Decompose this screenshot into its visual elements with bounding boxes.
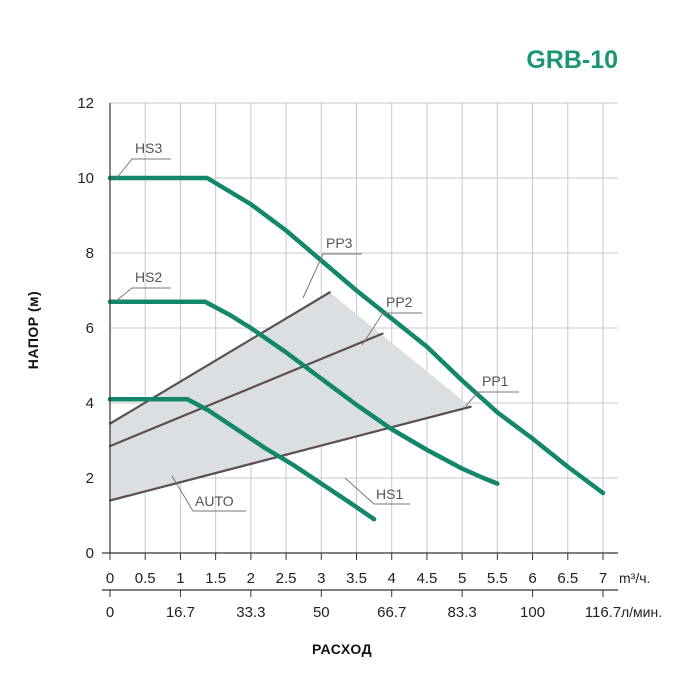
series-line-hs2 xyxy=(107,299,500,486)
series-line-pp1 xyxy=(108,405,472,502)
x-tick-label-secondary: 0 xyxy=(106,604,114,621)
curve-label-pp2: PP2 xyxy=(386,294,413,310)
label-leader-pp1 xyxy=(465,391,519,407)
y-tick-label: 6 xyxy=(86,320,94,337)
x-tick-label: 2.5 xyxy=(276,570,297,587)
x-axis-title: РАСХОД xyxy=(312,641,372,657)
label-leader-hs3 xyxy=(115,158,171,180)
series-line-hs1 xyxy=(107,397,377,522)
label-leader-pp2 xyxy=(361,312,422,346)
label-leader-hs1 xyxy=(344,477,410,505)
curve-label-hs2: HS2 xyxy=(135,269,162,285)
label-leader-auto xyxy=(171,475,246,512)
x-tick-label: 4.5 xyxy=(416,570,437,587)
auto-area xyxy=(110,292,471,501)
x-tick-label: 3 xyxy=(317,570,325,587)
y-tick-label: 0 xyxy=(86,545,94,562)
x-tick-label: 6 xyxy=(528,570,536,587)
x-tick-label: 7 xyxy=(599,570,607,587)
x-tick-label: 1.5 xyxy=(205,570,226,587)
series-line-pp3 xyxy=(108,291,331,425)
x-tick-label: 1 xyxy=(176,570,184,587)
curve-label-hs3: HS3 xyxy=(135,140,162,156)
auto-area-layer xyxy=(110,292,471,501)
x-tick-label: 5 xyxy=(458,570,466,587)
y-tick-label: 2 xyxy=(86,470,94,487)
series-line-hs3 xyxy=(107,175,606,496)
y-tick-label: 10 xyxy=(77,170,94,187)
annotation-layer: HS3 HS2 HS1 PP3 PP2 PP1 AUTO xyxy=(115,140,519,512)
x-tick-label-secondary: 83.3 xyxy=(448,604,477,621)
axes: 0 2 4 6 8 10 12 0 0.5 1 1.5 2 2.5 3 3.5 4 4.5 5 5.5 6 6.5 7 m³… xyxy=(77,95,662,621)
label-leader-hs2 xyxy=(115,287,171,302)
y-tick-label: 12 xyxy=(77,95,94,112)
x-tick-label-secondary: 50 xyxy=(313,604,330,621)
x-tick-label-secondary: 16.7 xyxy=(166,604,195,621)
x-tick-label: 5.5 xyxy=(487,570,508,587)
x-unit-secondary: л/мин. xyxy=(621,604,662,620)
x-tick-label-secondary: 66.7 xyxy=(377,604,406,621)
x-tick-label: 3.5 xyxy=(346,570,367,587)
x-tick-label-secondary: 100 xyxy=(520,604,545,621)
chart-title: GRB-10 xyxy=(526,46,618,74)
series-line-pp2 xyxy=(108,332,384,448)
curve-label-auto: AUTO xyxy=(195,493,234,509)
curve-label-hs1: HS1 xyxy=(376,486,403,502)
y-tick-label: 8 xyxy=(86,245,94,262)
x-tick-label: 0.5 xyxy=(135,570,156,587)
x-tick-label: 4 xyxy=(388,570,396,587)
x-tick-label: 6.5 xyxy=(557,570,578,587)
y-tick-label: 4 xyxy=(86,395,94,412)
x-tick-label-secondary: 116.7 xyxy=(585,604,621,621)
series-layer xyxy=(107,175,606,522)
x-tick-label-secondary: 33.3 xyxy=(236,604,265,621)
x-tick-label: 2 xyxy=(247,570,255,587)
label-leader-pp3 xyxy=(302,253,362,299)
x-unit-primary: m³/ч. xyxy=(619,570,650,586)
curve-label-pp3: PP3 xyxy=(326,235,353,251)
y-axis-title: НАПОР (м) xyxy=(25,291,41,369)
x-tick-label: 0 xyxy=(106,570,114,587)
curve-label-pp1: PP1 xyxy=(482,373,509,389)
